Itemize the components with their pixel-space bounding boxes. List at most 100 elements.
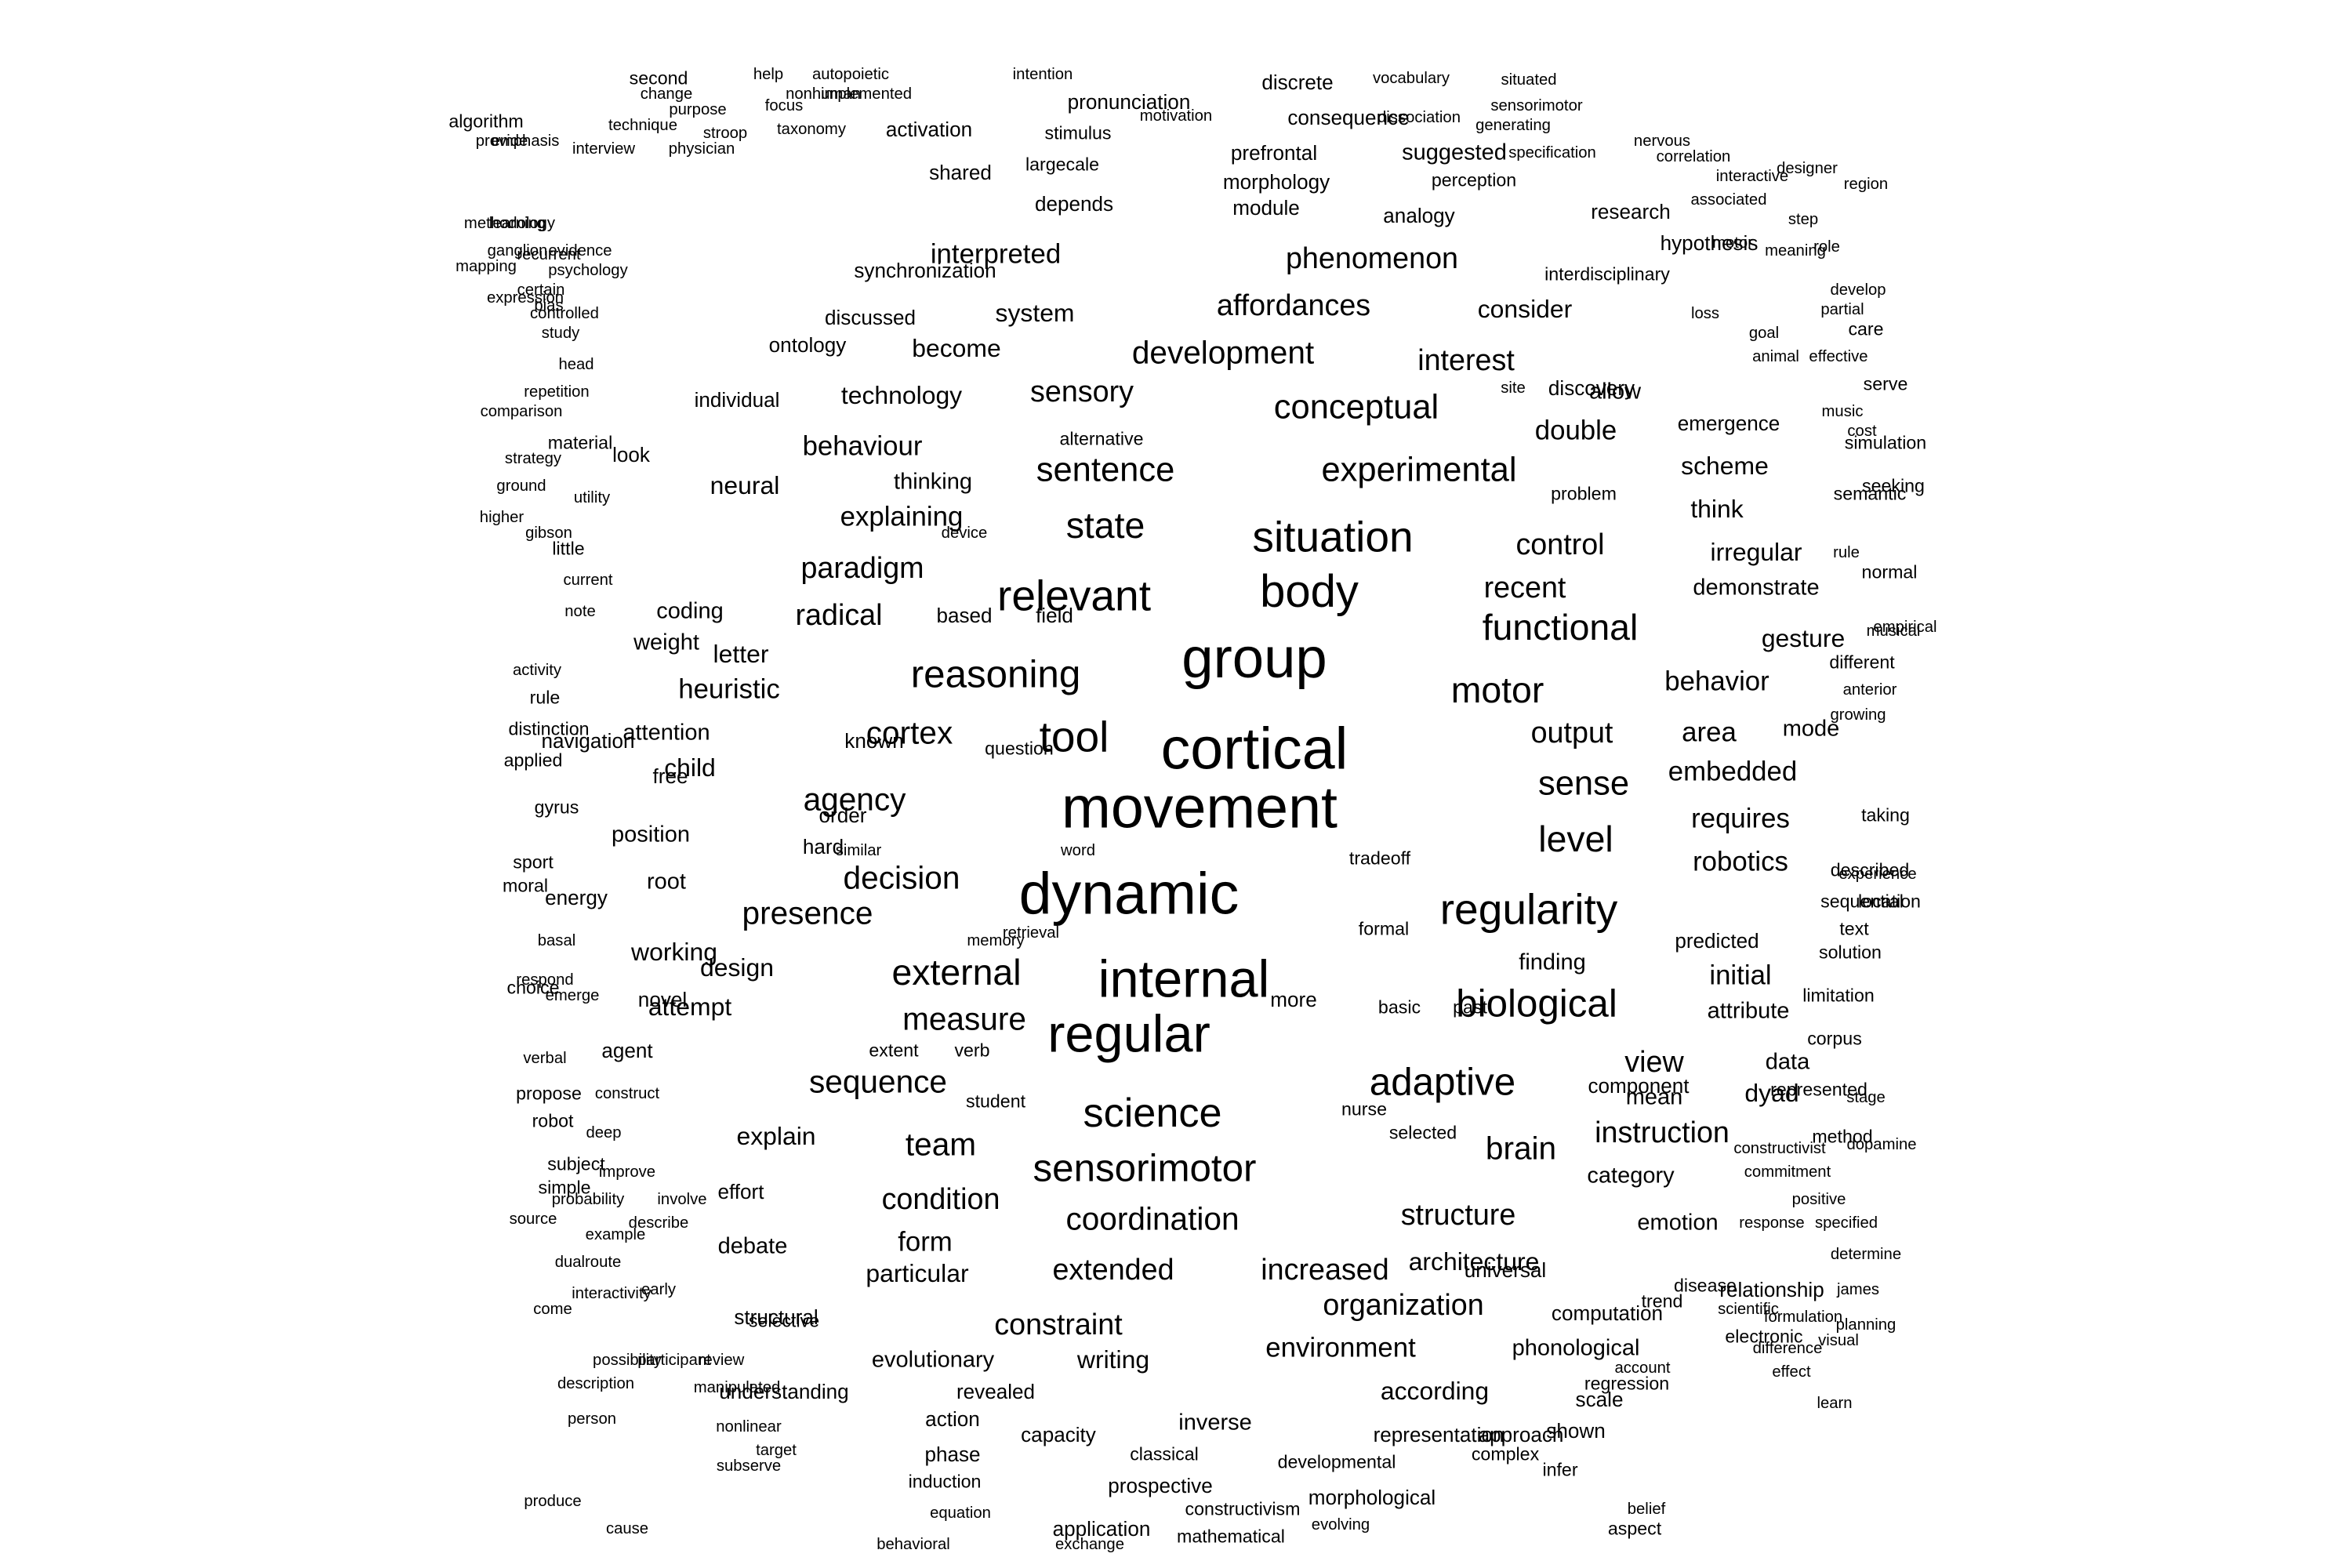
word-cloud-word: shown [1546, 1418, 1606, 1443]
word-cloud-word: cortical [1160, 715, 1348, 782]
word-cloud-word: nonhuman [786, 85, 861, 103]
word-cloud-word: evolving [1311, 1515, 1370, 1534]
word-cloud-word: produce [524, 1492, 582, 1510]
word-cloud-word: account [1614, 1359, 1671, 1377]
word-cloud-word: belief [1627, 1500, 1666, 1518]
word-cloud-word: formulation [1763, 1308, 1843, 1326]
word-cloud-word: representation [1373, 1422, 1504, 1446]
word-cloud-word: text [1839, 918, 1869, 939]
word-cloud-word: exchange [1055, 1535, 1124, 1553]
word-cloud-word: cost [1847, 422, 1877, 440]
word-cloud-word: structure [1400, 1198, 1516, 1232]
word-cloud-word: subject [547, 1153, 605, 1174]
word-cloud-word: gesture [1761, 624, 1846, 653]
word-cloud-word: behavior [1664, 666, 1769, 697]
word-cloud-word: taxonomy [777, 120, 846, 138]
word-cloud-word: equation [930, 1504, 991, 1522]
word-cloud-word: learning [488, 214, 546, 232]
word-cloud-word: develop [1830, 281, 1886, 299]
word-cloud-word: science [1083, 1090, 1222, 1136]
word-cloud-word: electronic [1725, 1326, 1803, 1347]
word-cloud-word: agency [803, 781, 906, 818]
word-cloud-word: evidence [548, 241, 612, 260]
word-cloud-word: meaning [1765, 241, 1826, 260]
word-cloud-word: conceptual [1273, 388, 1439, 426]
word-cloud-word: explain [736, 1122, 816, 1151]
word-cloud-word: known [844, 728, 904, 753]
word-cloud-word: approach [1478, 1422, 1564, 1446]
word-cloud-word: action [925, 1406, 980, 1431]
word-cloud-word: level [1538, 818, 1613, 859]
word-cloud-word: visual [1818, 1331, 1859, 1349]
word-cloud-word: shared [929, 160, 992, 184]
word-cloud-word: debate [717, 1233, 788, 1259]
word-cloud-word: review [698, 1351, 745, 1369]
word-cloud-word: initial [1709, 960, 1772, 991]
word-cloud-word: certain [517, 281, 565, 299]
word-cloud-word: evolutionary [871, 1347, 995, 1373]
word-cloud-word: focus [764, 96, 804, 114]
word-cloud-word: scale [1575, 1387, 1624, 1411]
word-cloud-word: material [547, 432, 613, 453]
word-cloud-word: scheme [1681, 452, 1769, 481]
word-cloud-word: semantic [1833, 483, 1907, 504]
word-cloud-word: step [1788, 210, 1819, 228]
word-cloud-word: morphology [1222, 169, 1330, 194]
word-cloud-word: biological [1456, 982, 1617, 1025]
word-cloud-word: classical [1130, 1443, 1199, 1465]
word-cloud-word: sequential [1820, 891, 1904, 912]
word-cloud-word: involve [657, 1190, 707, 1208]
word-cloud-word: trend [1641, 1290, 1683, 1312]
word-cloud-word: complex [1471, 1443, 1540, 1465]
word-cloud-word: design [700, 953, 774, 982]
word-cloud-word: manipulated [693, 1378, 781, 1396]
word-cloud-word: algorithm [448, 111, 524, 132]
word-cloud-word: suggested [1402, 140, 1507, 165]
word-cloud-word: partial [1820, 300, 1864, 318]
word-cloud-word: hard [802, 834, 844, 858]
word-cloud-word: consequence [1287, 105, 1410, 129]
word-cloud-word: external [891, 951, 1022, 993]
word-cloud-word: musical [1866, 622, 1921, 640]
word-cloud-word: emphasis [491, 132, 560, 150]
word-cloud-word: dualroute [554, 1253, 622, 1271]
word-cloud-word: propose [516, 1083, 582, 1104]
word-cloud-word: morphological [1308, 1485, 1436, 1509]
word-cloud-word: prospective [1108, 1473, 1213, 1497]
word-cloud-word: dopamine [1846, 1135, 1917, 1153]
word-cloud-word: experience [1838, 865, 1917, 883]
word-cloud-word: analogy [1383, 203, 1455, 227]
word-cloud-word: interactive [1715, 167, 1789, 185]
word-cloud-word: retrieval [1002, 924, 1060, 942]
word-cloud-word: moral [503, 875, 548, 896]
word-cloud-word: response [1739, 1214, 1805, 1232]
word-cloud-word: regular [1047, 1005, 1210, 1064]
word-cloud-word: selected [1388, 1122, 1457, 1143]
word-cloud-word: free [652, 764, 688, 788]
word-cloud-word: coding [656, 598, 724, 624]
word-cloud-word: positive [1791, 1190, 1846, 1208]
word-cloud-word: second [629, 67, 688, 89]
word-cloud-word: formal [1358, 918, 1410, 939]
word-cloud-word: interpreted [930, 238, 1062, 270]
word-cloud-word: autopoietic [811, 65, 890, 83]
word-cloud-word: improve [598, 1163, 656, 1181]
word-cloud-word: internal [1098, 950, 1270, 1009]
word-cloud-word: team [905, 1126, 977, 1163]
word-cloud-word: expression [486, 289, 564, 307]
word-cloud-word: growing [1830, 706, 1886, 724]
word-cloud-word: utility [573, 488, 611, 506]
word-cloud-word: interdisciplinary [1544, 263, 1670, 285]
word-cloud-word: affordances [1216, 289, 1371, 322]
word-cloud-word: nonlinear [716, 1417, 782, 1436]
word-cloud-word: deep [586, 1123, 622, 1142]
word-cloud-word: distinction [508, 718, 590, 739]
word-cloud-word: order [818, 803, 867, 827]
word-cloud-word: behaviour [802, 430, 923, 462]
word-cloud-word: heuristic [678, 673, 780, 705]
word-cloud-word: specified [1814, 1214, 1878, 1232]
word-cloud-word: view [1624, 1045, 1684, 1079]
word-cloud-word: extent [869, 1040, 919, 1061]
word-cloud-word: verbal [523, 1049, 567, 1067]
word-cloud-word: physician [668, 140, 735, 158]
